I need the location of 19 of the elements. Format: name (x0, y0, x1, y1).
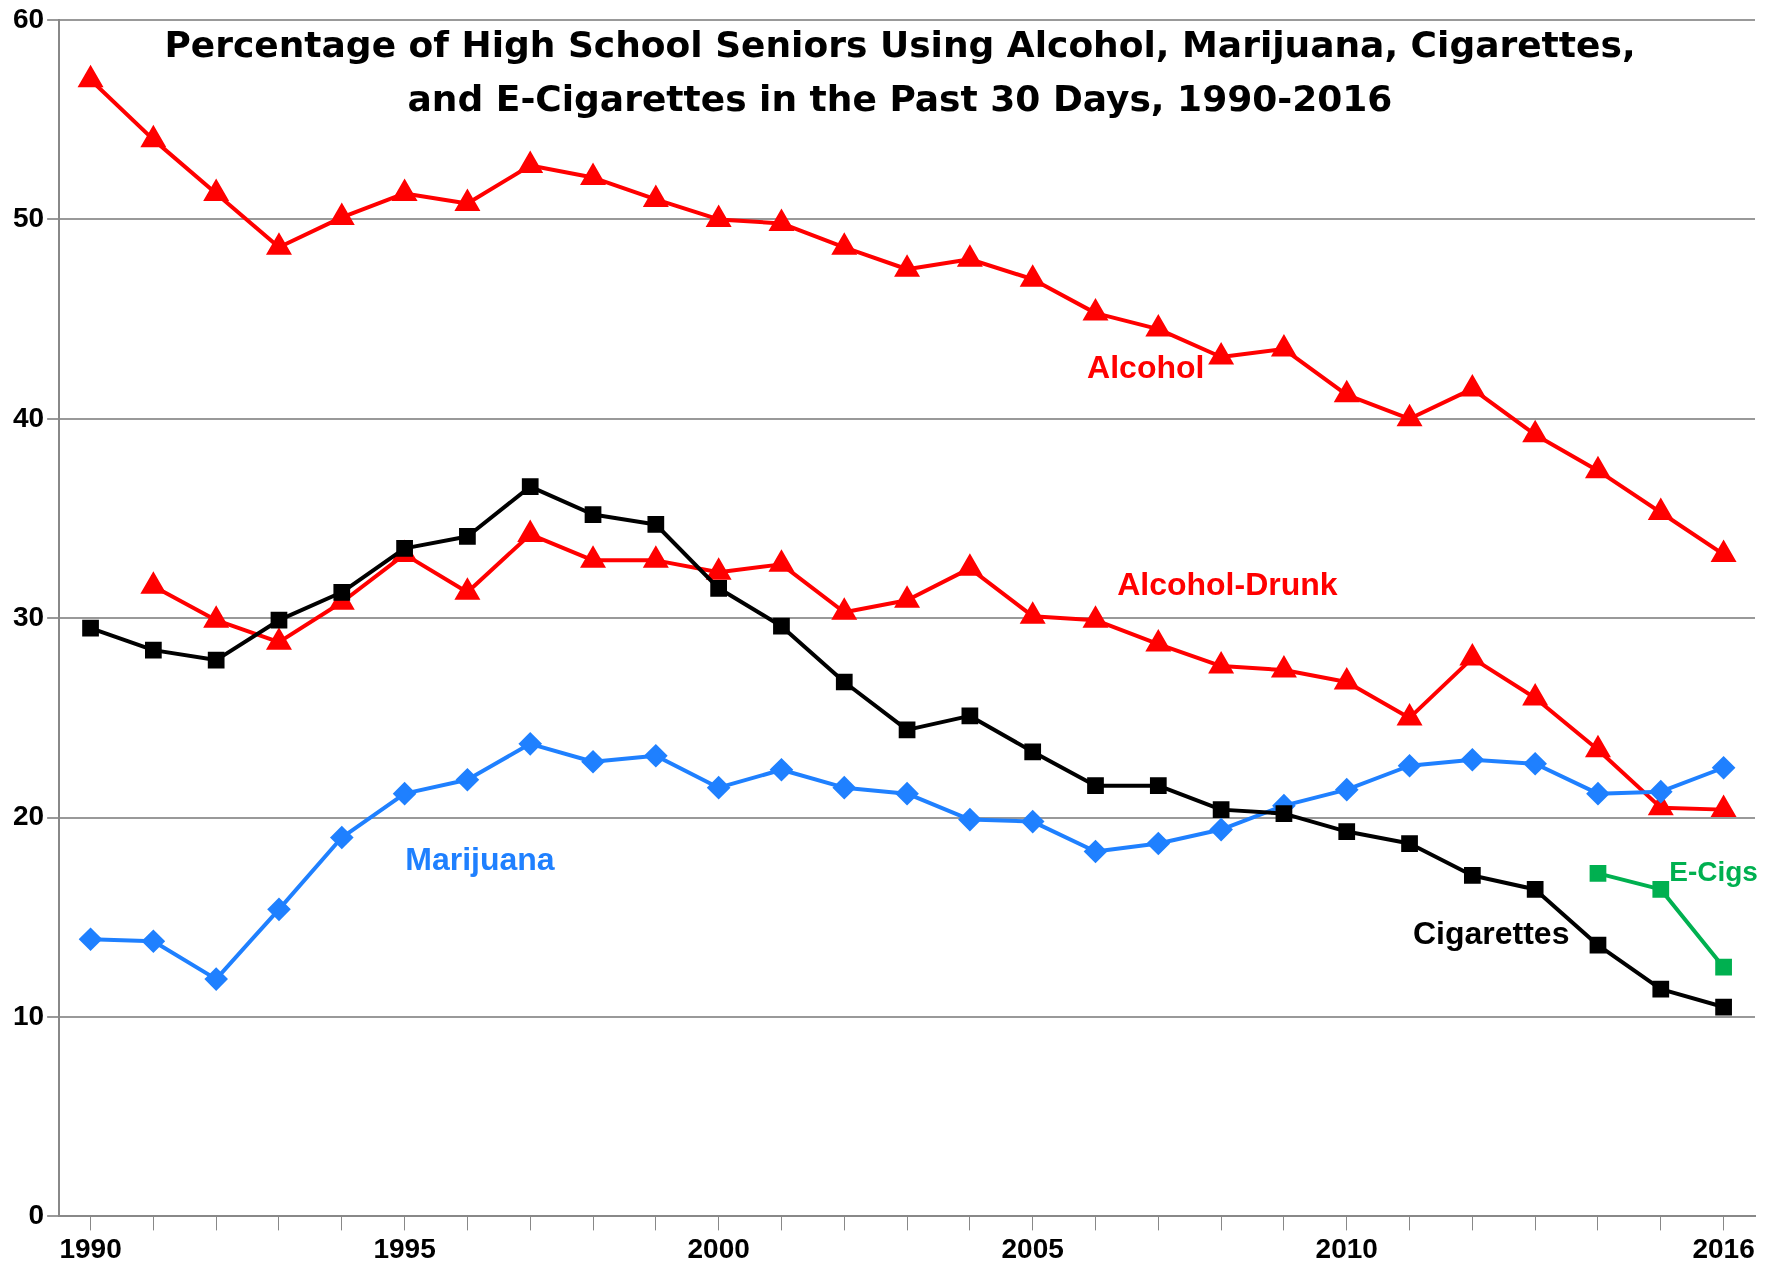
y-tick-label: 20 (12, 800, 45, 832)
y-tick-label: 10 (12, 999, 45, 1031)
x-tick-label: 2000 (687, 1232, 750, 1264)
series-label: Alcohol-Drunk (1117, 566, 1338, 603)
x-tick-label: 2010 (1315, 1232, 1378, 1264)
y-tick-label: 30 (12, 600, 45, 632)
x-tick-label: 2016 (1692, 1232, 1755, 1264)
series-label: Cigarettes (1412, 915, 1570, 952)
y-tick-label: 50 (12, 202, 45, 234)
y-tick-label: 60 (12, 2, 45, 34)
y-tick-label: 40 (12, 401, 45, 433)
series-label: E-Cigs (1669, 856, 1758, 888)
y-tick-label: 0 (28, 1199, 45, 1231)
x-tick-label: 2005 (1001, 1232, 1064, 1264)
x-tick-label: 1990 (59, 1232, 122, 1264)
x-tick-label: 1995 (373, 1232, 436, 1264)
series-label: Marijuana (405, 841, 555, 878)
text: Percentage of High School Seniors Using Alcohol, Marijuana, Cigarettes, and E-Cigarettes in the Past 30 Days, 1990-2016 (163, 23, 1637, 121)
series-label: Alcohol (1087, 348, 1205, 385)
